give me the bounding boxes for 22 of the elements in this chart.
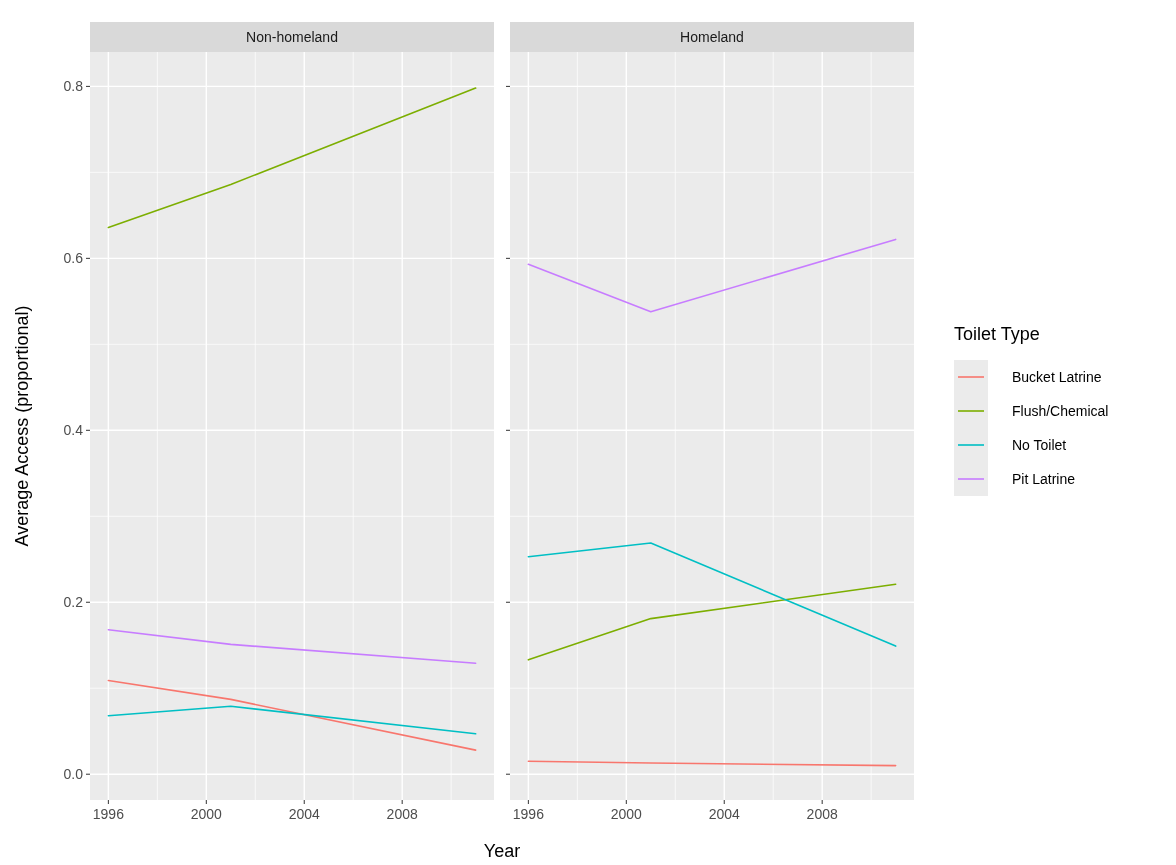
x-tick-label: 2000 [610, 806, 643, 822]
chart-title: Homeland [680, 29, 744, 45]
legend-label: Pit Latrine [1012, 471, 1076, 487]
y-tick-label: 0.8 [63, 78, 84, 95]
x-tick-label: 1996 [92, 806, 125, 822]
y-axis-title: Average Access (proportional) [12, 305, 32, 547]
x-tick-label: 2004 [708, 806, 741, 822]
x-tick-label: 1996 [512, 806, 545, 822]
chart-title: Non-homeland [246, 29, 338, 45]
y-tick-label: 0.0 [63, 766, 84, 783]
x-tick-label: 2008 [806, 806, 838, 822]
x-axis-title: Year [483, 841, 521, 861]
legend-label: No Toilet [1012, 437, 1067, 453]
legend-label: Bucket Latrine [1012, 369, 1102, 385]
x-tick-label: 2004 [288, 806, 321, 822]
legend-label: Flush/Chemical [1012, 403, 1109, 419]
y-tick-label: 0.2 [63, 594, 84, 611]
y-tick-label: 0.6 [63, 250, 84, 267]
x-tick-label: 2008 [386, 806, 418, 822]
x-tick-label: 2000 [190, 806, 223, 822]
y-tick-label: 0.4 [63, 422, 84, 439]
legend-title: Toilet Type [954, 324, 1040, 344]
